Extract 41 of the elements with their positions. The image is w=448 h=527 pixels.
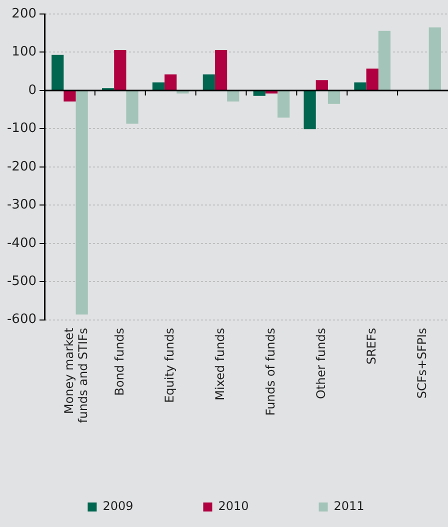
bar <box>114 50 126 90</box>
x-tick-label: Other funds <box>314 328 328 400</box>
bar <box>227 90 240 102</box>
bar <box>202 74 215 90</box>
bar <box>164 74 177 90</box>
bar <box>214 50 228 90</box>
x-tick-label: Funds of funds <box>264 328 278 416</box>
bar <box>378 30 390 90</box>
bar <box>304 90 316 130</box>
bar <box>316 80 328 90</box>
bar <box>265 90 278 94</box>
x-tick-label: Bond funds <box>112 328 126 396</box>
x-tick-label: SCFs+SFPIs <box>414 328 429 399</box>
bar <box>278 90 290 118</box>
x-tick-label: Mixed funds <box>213 328 228 400</box>
y-tick-label: 0 <box>28 82 37 98</box>
y-tick-label: -200 <box>6 159 37 174</box>
bar <box>126 90 138 124</box>
legend-label: 2011 <box>334 499 364 514</box>
y-tick-label: -300 <box>6 198 37 213</box>
bar <box>328 90 340 104</box>
x-tick-label: Equity funds <box>162 328 177 403</box>
bar <box>176 90 189 94</box>
bar <box>52 54 64 90</box>
bar <box>253 90 266 96</box>
y-tick-label: -500 <box>6 274 37 289</box>
legend-label: 2009 <box>102 499 134 514</box>
bar <box>152 82 165 90</box>
bar <box>76 90 88 314</box>
y-tick-label: -100 <box>6 121 37 136</box>
bar <box>366 68 378 90</box>
bar <box>64 90 76 102</box>
y-tick-label: -400 <box>6 236 37 251</box>
y-tick-label: 100 <box>12 44 37 60</box>
y-tick-label: 200 <box>12 6 37 22</box>
x-tick-label: SREFs <box>364 328 378 365</box>
legend-label: 2010 <box>218 499 249 514</box>
y-tick-label: -600 <box>6 312 37 328</box>
bar <box>428 27 441 90</box>
bar <box>354 82 366 90</box>
x-tick-label: Money market funds and STIFs <box>62 328 90 424</box>
